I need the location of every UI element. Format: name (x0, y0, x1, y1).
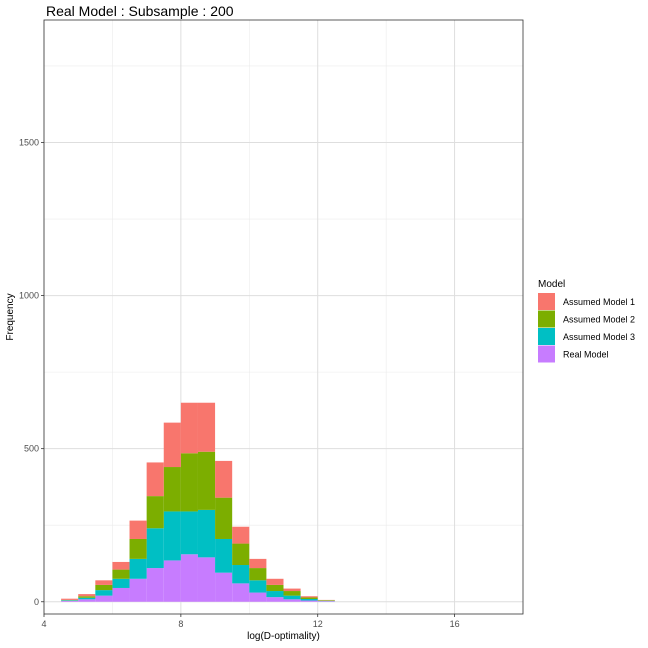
plot-background (44, 20, 523, 614)
legend-key (538, 310, 555, 328)
histogram-bar (146, 496, 164, 529)
histogram-bar (249, 568, 267, 581)
legend: Model Assumed Model 1 Assumed Model 2 Assum… (538, 279, 635, 363)
histogram-bar (95, 595, 113, 602)
histogram-bar (95, 584, 113, 591)
legend-title: Model (538, 279, 565, 290)
histogram-bar (61, 600, 79, 601)
histogram-bar (95, 580, 113, 585)
chart-title: Real Model : Subsample : 200 (46, 3, 234, 19)
legend-key (538, 328, 555, 345)
legend-label: Real Model (563, 350, 609, 360)
x-tick-label: 12 (313, 619, 323, 629)
series-assumed-model-2 (61, 451, 335, 601)
legend-label: Assumed Model 2 (563, 315, 635, 325)
histogram-bar (249, 558, 267, 569)
histogram-bar (215, 497, 233, 539)
histogram-bar (317, 600, 335, 601)
histogram-bar (163, 560, 181, 602)
histogram-bar (249, 580, 267, 593)
histogram-bar (180, 511, 198, 555)
histogram-bar (197, 402, 216, 452)
histogram-bar (129, 520, 147, 539)
histogram-bar (215, 460, 233, 498)
y-axis-title: Frequency (5, 293, 16, 340)
histogram-bar (300, 600, 318, 602)
panel-border (43, 19, 524, 615)
histogram-bar (146, 528, 164, 569)
histogram-bar (215, 572, 233, 602)
histogram-bar (266, 584, 284, 592)
histogram-bar (78, 597, 96, 600)
histogram-bar (232, 565, 250, 584)
x-axis-title: log(D-optimality) (247, 631, 320, 642)
histogram-bar (232, 526, 250, 544)
histogram-bar (146, 462, 164, 497)
histogram-bar (163, 422, 181, 468)
histogram-bar (300, 596, 318, 598)
histogram-bar (112, 569, 130, 579)
histogram-bar (146, 568, 164, 602)
x-tick-label: 4 (41, 619, 46, 629)
histogram-bar (283, 599, 301, 602)
histogram-bar (78, 596, 96, 598)
histogram-bar (129, 578, 147, 602)
histogram-bar (129, 538, 147, 559)
histogram-bar (129, 558, 147, 579)
axes: 4 8 12 16 0 500 1000 1500 log(D-optimality) Frequ… (5, 19, 524, 642)
histogram-bar (112, 587, 130, 602)
histogram-bar (266, 578, 284, 585)
histogram-bar (249, 592, 267, 602)
plot-panel (44, 20, 523, 614)
histogram-bar (112, 561, 130, 570)
histogram-bar (283, 591, 301, 596)
y-tick-label: 500 (24, 444, 39, 454)
histogram-bar (283, 595, 301, 600)
x-tick-label: 8 (178, 619, 183, 629)
series-real-model (61, 554, 335, 602)
histogram-bar (78, 594, 96, 597)
histogram-bar (61, 598, 79, 600)
histogram-bar (300, 597, 318, 599)
y-tick-label: 1500 (19, 137, 39, 147)
y-tick-label: 0 (34, 597, 39, 607)
histogram-bar (266, 591, 284, 598)
legend-label: Assumed Model 1 (563, 297, 635, 307)
histogram-bar (283, 588, 301, 592)
histogram-bar (215, 538, 233, 573)
series-assumed-model-1 (61, 402, 335, 601)
histogram-bar (95, 590, 113, 596)
histogram-bar (180, 453, 198, 512)
histogram-bar (197, 557, 216, 602)
histogram-bar (317, 601, 335, 602)
legend-label: Assumed Model 3 (563, 332, 635, 342)
histogram-bar (163, 511, 181, 561)
histogram-bar (112, 578, 130, 588)
histogram-bar (163, 467, 181, 512)
histogram-bar (61, 600, 79, 602)
histogram-bar (197, 451, 216, 510)
histogram-bar (232, 583, 250, 602)
histogram-bar (232, 543, 250, 566)
histogram-bar (197, 509, 216, 558)
bars (61, 402, 335, 602)
histogram-bar (300, 598, 318, 601)
histogram-bar (180, 554, 198, 602)
histogram-bar (180, 402, 198, 454)
legend-key (538, 345, 555, 363)
series-assumed-model-3 (61, 509, 335, 602)
x-tick-label: 16 (450, 619, 460, 629)
legend-key (538, 293, 555, 310)
histogram-bar (266, 597, 284, 602)
y-tick-label: 1000 (19, 291, 39, 301)
histogram-bar (78, 599, 96, 602)
